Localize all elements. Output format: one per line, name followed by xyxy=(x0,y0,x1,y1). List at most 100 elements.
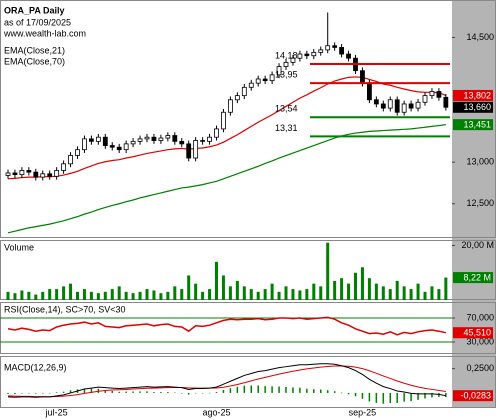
volume-bar xyxy=(96,293,100,300)
level-label: 14,18 xyxy=(275,50,298,60)
histogram-bar xyxy=(285,387,287,393)
candle-body xyxy=(373,99,379,105)
histogram-bar xyxy=(153,391,155,393)
candle-body xyxy=(151,136,157,141)
histogram-bar xyxy=(347,392,350,395)
candle-body xyxy=(346,53,351,59)
candle-body xyxy=(47,173,53,177)
volume-bar xyxy=(416,283,420,300)
candle-body xyxy=(401,103,407,113)
histogram-bar xyxy=(174,392,176,394)
panel-title: MACD(12,26,9) xyxy=(4,362,67,372)
volume-bar xyxy=(312,283,316,300)
price-tag-label: 8,22 M xyxy=(463,272,491,282)
y-tick-label: 20,00 M xyxy=(461,240,494,250)
histogram-bar xyxy=(187,392,190,395)
volume-bar xyxy=(20,290,24,300)
candle-body xyxy=(429,91,435,97)
histogram-bar xyxy=(340,392,343,394)
volume-bar xyxy=(215,261,218,300)
histogram-bar xyxy=(111,390,113,393)
histogram-bar xyxy=(215,392,218,393)
volume-bar xyxy=(131,293,135,300)
volume-bar xyxy=(367,278,371,300)
volume-bar xyxy=(187,275,191,300)
volume-bar xyxy=(298,290,302,300)
level-label: 13,31 xyxy=(275,123,298,133)
candle-body xyxy=(116,146,122,151)
histogram-bar xyxy=(83,388,86,393)
macd-line xyxy=(7,363,446,398)
histogram-bar xyxy=(194,392,197,394)
volume-bar xyxy=(110,289,114,300)
candle-body xyxy=(193,140,199,159)
price-tag xyxy=(453,101,493,113)
volume-bar xyxy=(305,289,309,300)
candle-body xyxy=(54,170,60,177)
histogram-bar xyxy=(132,391,134,393)
volume-bar xyxy=(340,278,344,300)
candle-body xyxy=(179,140,185,145)
price-tag xyxy=(453,272,493,284)
volume-bar xyxy=(69,283,73,300)
candle-body xyxy=(207,136,212,142)
histogram-bar xyxy=(35,392,37,394)
volume-bar xyxy=(62,286,66,300)
volume-bar xyxy=(263,289,267,300)
histogram-bar xyxy=(243,385,246,393)
x-tick-label: jul-25 xyxy=(45,407,68,417)
volume-bar xyxy=(228,286,232,300)
candle-body xyxy=(415,101,421,109)
candle-body xyxy=(89,138,94,142)
level-label: 13,95 xyxy=(275,70,298,80)
volume-bar xyxy=(402,286,406,300)
candle-body xyxy=(165,135,171,139)
histogram-bar xyxy=(48,392,51,394)
candle-body xyxy=(366,82,372,101)
volume-bar xyxy=(437,289,441,300)
price-tag-label: 13,451 xyxy=(463,120,491,130)
price-tag-label: -0,0283 xyxy=(460,391,491,401)
volume-bar xyxy=(166,291,170,300)
volume-bar xyxy=(34,294,38,300)
candle-body xyxy=(75,149,80,156)
volume-bar xyxy=(326,242,330,300)
x-tick-label: ago-25 xyxy=(202,407,230,417)
volume-bar xyxy=(124,291,128,300)
histogram-bar xyxy=(69,390,72,393)
histogram-bar xyxy=(90,388,93,393)
volume-bar xyxy=(145,289,149,300)
candle-body xyxy=(269,74,275,82)
volume-bar xyxy=(117,286,121,300)
x-tick-label: sep-25 xyxy=(349,407,377,417)
candle-body xyxy=(123,143,129,151)
candle-body xyxy=(255,78,261,84)
candle-body xyxy=(95,136,101,142)
price-tag xyxy=(453,390,493,402)
candle-body xyxy=(26,170,32,173)
histogram-bar xyxy=(250,385,252,393)
candle-body xyxy=(276,66,282,76)
histogram-bar xyxy=(55,392,58,393)
histogram-bar xyxy=(382,392,385,404)
histogram-bar xyxy=(229,388,232,393)
candle-body xyxy=(144,136,150,140)
histogram-bar xyxy=(257,385,259,393)
candle-body xyxy=(380,103,386,109)
volume-bar xyxy=(291,289,295,300)
axis-panel xyxy=(452,0,496,408)
volume-bar xyxy=(76,291,79,300)
histogram-bar xyxy=(417,392,419,400)
histogram-bar xyxy=(181,392,183,394)
histogram-bar xyxy=(14,392,16,395)
chart-subtitle: as of 17/09/2025 xyxy=(4,17,71,27)
volume-bar xyxy=(201,291,205,300)
histogram-bar xyxy=(222,389,225,393)
candle-body xyxy=(436,91,442,98)
volume-bar xyxy=(89,291,93,300)
candle-body xyxy=(262,78,268,82)
histogram-bar xyxy=(104,390,107,393)
volume-bar xyxy=(409,289,413,300)
volume-bar xyxy=(430,286,434,300)
histogram-bar xyxy=(201,392,204,394)
